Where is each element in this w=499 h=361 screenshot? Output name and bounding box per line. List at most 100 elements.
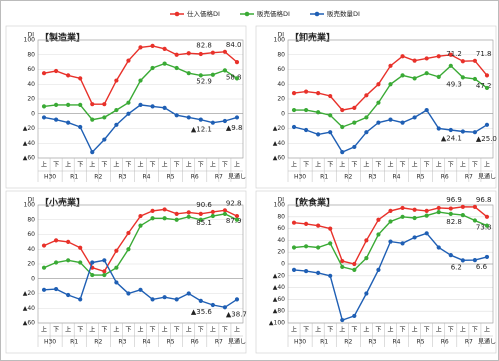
x-tick-label: 上 <box>484 161 490 169</box>
x-tick-label: 上 <box>339 326 345 334</box>
y-axis-label: DI <box>28 197 35 204</box>
data-point <box>460 213 465 218</box>
data-point <box>114 122 119 127</box>
x-group-label: R5 <box>417 339 425 346</box>
x-tick-label: 下 <box>174 162 180 169</box>
x-tick-label: 上 <box>89 161 95 169</box>
y-tick-label: ▲20 <box>23 125 35 132</box>
data-point <box>126 111 131 116</box>
data-point <box>388 219 393 224</box>
data-point <box>472 130 478 135</box>
data-point <box>90 260 95 265</box>
y-tick-label: ▲40 <box>273 284 285 291</box>
x-group-label: R1 <box>320 174 328 181</box>
data-point <box>376 267 381 272</box>
value-label: ▲38.7 <box>226 310 247 318</box>
x-group-label: R4 <box>393 339 401 346</box>
data-point <box>484 223 490 228</box>
data-point <box>53 238 59 243</box>
x-tick-label: 下 <box>448 162 454 169</box>
x-group-label: 見通し <box>478 338 496 346</box>
data-point <box>388 239 393 244</box>
x-tick-label: 下 <box>303 162 309 169</box>
data-point <box>412 207 417 212</box>
data-point <box>222 305 228 310</box>
data-point <box>303 221 309 226</box>
value-label: 6.6 <box>476 263 488 271</box>
data-point <box>53 260 59 265</box>
x-group-label: H30 <box>44 174 56 181</box>
data-point <box>174 297 179 302</box>
y-axis-label: DI <box>28 32 35 39</box>
value-label: 84.0 <box>226 41 242 49</box>
value-label: 47.2 <box>476 82 492 90</box>
x-tick-label: 上 <box>65 161 71 169</box>
data-point <box>138 287 143 292</box>
x-tick-label: 上 <box>210 161 216 169</box>
data-point <box>352 120 357 125</box>
x-tick-label: 下 <box>375 162 381 169</box>
data-point <box>340 317 345 323</box>
x-tick-label: 上 <box>315 326 321 334</box>
x-tick-label: 下 <box>400 327 406 334</box>
x-tick-label: 上 <box>137 326 143 334</box>
panel-title: 【卸売業】 <box>290 32 335 44</box>
data-point <box>364 130 369 135</box>
data-point <box>340 264 345 270</box>
x-tick-label: 上 <box>291 326 297 334</box>
data-point <box>210 72 215 77</box>
data-point <box>388 208 393 213</box>
x-tick-label: 下 <box>222 327 228 334</box>
value-label: 85.1 <box>196 219 212 227</box>
x-group-label: R3 <box>118 339 126 346</box>
x-tick-label: 下 <box>150 327 156 334</box>
y-tick-label: 0 <box>281 261 285 268</box>
data-point <box>340 107 345 113</box>
x-group-label: R1 <box>70 174 78 181</box>
data-point <box>210 302 215 308</box>
data-point <box>472 58 478 63</box>
data-point <box>412 115 417 120</box>
data-point <box>436 205 441 211</box>
data-point <box>174 211 179 216</box>
x-tick-label: 上 <box>162 326 168 334</box>
y-tick-label: ▲100 <box>269 320 285 327</box>
data-point <box>291 267 297 272</box>
data-point <box>303 244 309 249</box>
data-point <box>460 59 465 64</box>
x-tick-label: 下 <box>351 327 357 334</box>
y-tick-label: ▲40 <box>23 305 35 312</box>
value-label: 6.2 <box>451 263 462 271</box>
data-point <box>424 213 429 218</box>
data-point <box>150 208 155 213</box>
data-point <box>162 46 167 51</box>
x-group-label: R2 <box>344 174 352 181</box>
x-tick-label: 上 <box>186 326 192 334</box>
x-tick-label: 下 <box>472 162 478 169</box>
panel <box>5 190 247 354</box>
y-tick-label: 0 <box>31 275 35 282</box>
x-tick-label: 下 <box>424 327 430 334</box>
data-point <box>316 223 321 228</box>
data-point <box>114 107 119 113</box>
data-point <box>66 239 71 244</box>
data-point <box>150 216 155 221</box>
x-group-label: R7 <box>215 339 223 346</box>
data-point <box>102 137 107 142</box>
data-point <box>126 230 131 236</box>
data-point <box>400 214 405 219</box>
legend-marker <box>314 11 320 17</box>
data-point <box>328 93 333 99</box>
legend-label: 仕入価格DI <box>187 9 220 18</box>
legend-marker <box>244 11 250 17</box>
data-point <box>316 270 321 275</box>
data-point <box>222 211 228 217</box>
data-point <box>174 52 179 57</box>
x-group-label: R5 <box>167 339 175 346</box>
data-point <box>376 100 381 105</box>
x-tick-label: 下 <box>174 327 180 334</box>
data-point <box>376 217 381 222</box>
value-label: 71.8 <box>476 50 492 58</box>
data-point <box>472 204 478 209</box>
data-point <box>66 120 71 125</box>
